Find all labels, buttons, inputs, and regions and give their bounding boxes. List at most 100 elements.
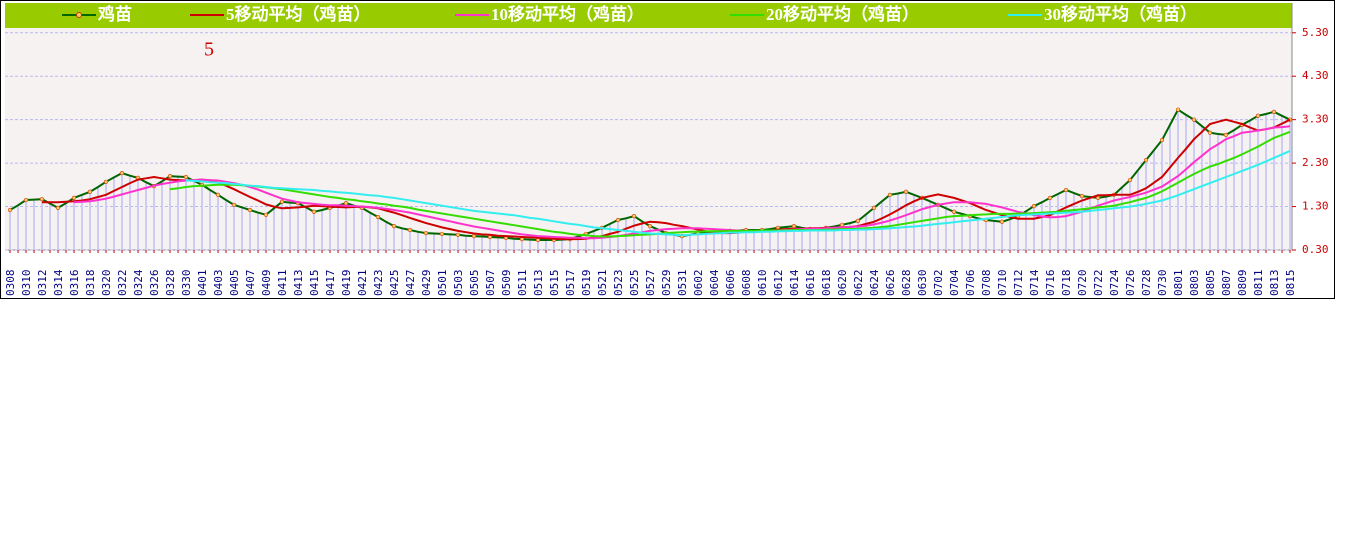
x-tick-label: 0411 <box>276 270 289 297</box>
legend-label: 30移动平均（鸡苗） <box>1044 4 1197 24</box>
point <box>183 174 189 180</box>
series-line <box>73 125 1291 240</box>
x-tick-label: 0614 <box>788 269 801 296</box>
x-tick-label: 0427 <box>404 270 417 297</box>
y-tick-label: 4.30 <box>1302 69 1329 82</box>
x-tick-label: 0519 <box>580 270 593 297</box>
point <box>87 189 93 194</box>
y-tick-label: 3.30 <box>1302 113 1329 126</box>
point <box>343 200 349 206</box>
x-tick-label: 0423 <box>372 270 385 297</box>
x-tick-label: 0505 <box>468 270 481 297</box>
x-tick-label: 0316 <box>68 270 81 297</box>
point <box>119 171 125 176</box>
point <box>1063 187 1069 193</box>
point <box>1271 109 1277 114</box>
x-tick-label: 0328 <box>164 270 177 297</box>
x-tick-label: 0620 <box>836 270 849 297</box>
series-line <box>169 130 1291 238</box>
legend-label: 鸡苗 <box>97 4 132 24</box>
point <box>215 192 221 197</box>
point <box>1191 117 1197 122</box>
legend-marker <box>76 12 82 18</box>
point <box>23 197 29 203</box>
point <box>375 214 381 220</box>
point <box>1223 132 1229 137</box>
x-tick-label: 0413 <box>292 270 305 297</box>
point <box>647 224 653 229</box>
x-tick-label: 0421 <box>356 270 369 297</box>
point <box>1047 195 1053 200</box>
x-tick-label: 0417 <box>324 270 337 297</box>
x-tick-label: 0314 <box>52 269 65 296</box>
point <box>1143 157 1149 163</box>
y-tick-label: 2.30 <box>1302 156 1329 169</box>
x-tick-label: 0419 <box>340 270 353 297</box>
point <box>1079 194 1085 199</box>
x-tick-label: 0509 <box>500 270 513 297</box>
x-tick-label: 0308 <box>4 270 17 297</box>
point <box>887 192 893 197</box>
legend-label: 5移动平均（鸡苗） <box>226 4 371 24</box>
point <box>839 222 845 227</box>
point <box>615 217 621 223</box>
x-tick-label: 0320 <box>100 270 113 297</box>
x-tick-label: 0608 <box>740 270 753 297</box>
x-tick-label: 0720 <box>1076 270 1089 297</box>
x-tick-label: 0507 <box>484 270 497 297</box>
x-tick-label: 0515 <box>548 270 561 297</box>
x-tick-label: 0401 <box>196 270 209 297</box>
point <box>999 219 1005 224</box>
x-tick-label: 0322 <box>116 270 129 297</box>
x-tick-label: 0409 <box>260 270 273 297</box>
x-tick-label: 0618 <box>820 270 833 297</box>
point <box>439 231 445 237</box>
series-line <box>42 118 1291 241</box>
x-tick-label: 0716 <box>1044 270 1057 297</box>
point <box>1159 137 1165 143</box>
x-tick-label: 0704 <box>948 269 961 296</box>
series-line <box>185 149 1291 237</box>
point <box>311 209 317 214</box>
x-tick-label: 0521 <box>596 270 609 297</box>
x-tick-label: 0527 <box>644 270 657 297</box>
x-tick-label: 0604 <box>708 269 721 296</box>
point <box>55 205 61 210</box>
x-tick-label: 0531 <box>676 270 689 297</box>
x-tick-label: 0326 <box>148 270 161 297</box>
x-tick-label: 0606 <box>724 270 737 297</box>
point <box>1175 107 1181 112</box>
point <box>791 224 797 229</box>
x-tick-label: 0708 <box>980 270 993 297</box>
legend-label: 20移动平均（鸡苗） <box>766 4 919 24</box>
x-tick-label: 0610 <box>756 270 769 297</box>
x-tick-label: 0602 <box>692 270 705 297</box>
x-tick-label: 0501 <box>436 270 449 297</box>
x-tick-label: 0310 <box>20 270 33 297</box>
x-tick-label: 0324 <box>132 269 145 296</box>
point <box>951 209 957 214</box>
x-tick-label: 0407 <box>244 270 257 297</box>
point <box>423 230 429 236</box>
legend-label: 10移动平均（鸡苗） <box>491 4 644 24</box>
point <box>167 174 173 179</box>
x-tick-label: 0622 <box>852 270 865 297</box>
x-tick-label: 0318 <box>84 270 97 297</box>
point <box>1127 177 1133 183</box>
x-tick-label: 0415 <box>308 270 321 297</box>
x-tick-label: 0429 <box>420 270 433 297</box>
point <box>7 207 13 213</box>
point <box>871 205 877 210</box>
x-tick-label: 0513 <box>532 270 545 297</box>
x-tick-label: 0718 <box>1060 270 1073 297</box>
point <box>39 197 45 202</box>
point <box>263 212 269 217</box>
point <box>631 214 637 219</box>
x-tick-label: 0312 <box>36 270 49 297</box>
x-tick-label: 0706 <box>964 270 977 297</box>
x-tick-label: 0403 <box>212 270 225 297</box>
point <box>407 227 413 233</box>
y-tick-label: 0.30 <box>1302 243 1329 256</box>
x-tick-label: 0801 <box>1172 270 1185 297</box>
x-tick-label: 0714 <box>1028 269 1041 296</box>
